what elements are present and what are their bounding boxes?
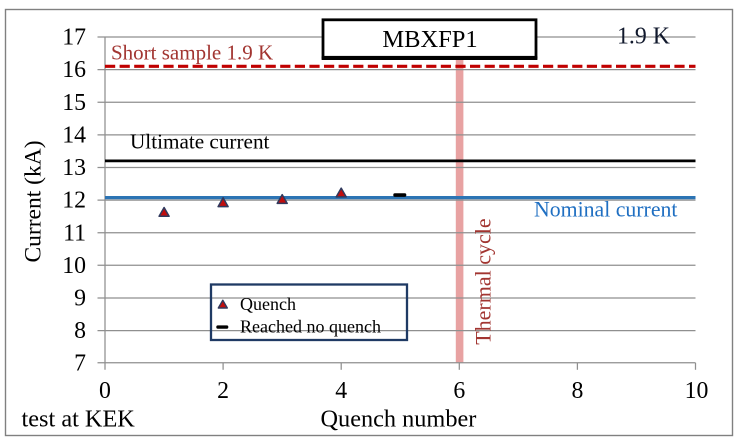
svg-text:0: 0 <box>99 378 111 404</box>
svg-text:test at KEK: test at KEK <box>22 406 136 433</box>
svg-text:Reached no quench: Reached no quench <box>240 317 381 337</box>
svg-text:4: 4 <box>335 378 347 404</box>
svg-text:Short sample 1.9 K: Short sample 1.9 K <box>111 41 273 65</box>
svg-text:Quench: Quench <box>240 294 296 314</box>
svg-text:Nominal current: Nominal current <box>534 198 677 222</box>
svg-text:11: 11 <box>63 220 86 246</box>
svg-text:Ultimate current: Ultimate current <box>130 130 270 154</box>
svg-text:15: 15 <box>62 90 86 116</box>
svg-text:7: 7 <box>74 350 86 376</box>
svg-text:12: 12 <box>62 188 86 214</box>
svg-text:Quench number: Quench number <box>321 406 477 433</box>
svg-text:17: 17 <box>62 25 86 51</box>
svg-text:MBXFP1: MBXFP1 <box>382 26 477 53</box>
svg-text:10: 10 <box>62 253 86 279</box>
svg-text:8: 8 <box>74 318 86 344</box>
svg-text:Current (kA): Current (kA) <box>21 140 47 262</box>
svg-text:Thermal cycle: Thermal cycle <box>471 218 496 344</box>
svg-text:1.9 K: 1.9 K <box>617 24 670 50</box>
svg-text:14: 14 <box>62 123 86 149</box>
svg-text:10: 10 <box>685 378 709 404</box>
svg-text:2: 2 <box>217 378 229 404</box>
svg-text:16: 16 <box>62 57 86 83</box>
svg-text:13: 13 <box>62 155 86 181</box>
svg-text:8: 8 <box>571 378 583 404</box>
svg-text:9: 9 <box>74 286 86 312</box>
svg-text:6: 6 <box>453 378 465 404</box>
